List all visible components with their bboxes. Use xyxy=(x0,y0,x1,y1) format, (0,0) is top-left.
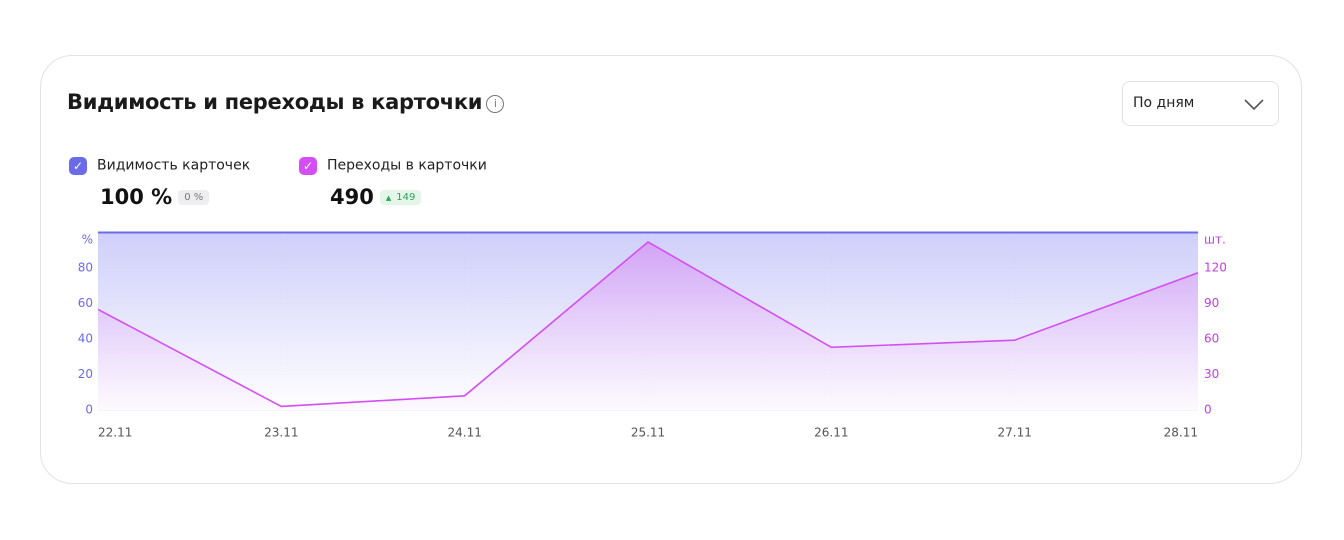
x-tick-label: 24.11 xyxy=(447,426,481,440)
legend-item[interactable]: ✓ Переходы в карточки 490 ▲ 149 xyxy=(299,155,487,209)
y2-tick-label: 30 xyxy=(1204,367,1219,381)
checkbox[interactable]: ✓ xyxy=(299,156,317,175)
title: Видимость и переходы в карточки i xyxy=(67,90,505,114)
x-tick-label: 28.11 xyxy=(1164,426,1198,440)
chevron xyxy=(1244,99,1264,111)
x-tick-label: 23.11 xyxy=(264,426,298,440)
total: 100 % 0 % xyxy=(100,185,210,209)
up-arrow: ▲ xyxy=(385,194,392,202)
info-icon[interactable]: i xyxy=(486,95,505,113)
y2-tick-label: 120 xyxy=(1204,261,1227,275)
total: 490 ▲ 149 xyxy=(330,185,422,209)
line xyxy=(97,240,1199,408)
delta-value: 0 % xyxy=(184,192,204,203)
y-tick-label: 60 xyxy=(78,296,93,310)
y-tick-label: 40 xyxy=(78,332,93,346)
checkbox[interactable]: ✓ xyxy=(69,156,87,175)
x-tick-label: 22.11 xyxy=(98,426,132,440)
title-text: Видимость и переходы в карточки xyxy=(67,90,483,114)
x-tick-label: 27.11 xyxy=(997,426,1031,440)
card xyxy=(40,55,1302,484)
x-tick-label: 26.11 xyxy=(814,426,848,440)
select-label: По дням xyxy=(1133,95,1195,111)
y-tick-label: 20 xyxy=(78,367,93,381)
delta-badge: ▲ 149 xyxy=(379,190,422,205)
period-select[interactable]: По дням xyxy=(1122,81,1279,126)
y-tick-label: 80 xyxy=(78,261,93,275)
x-tick-label: 25.11 xyxy=(631,426,665,440)
legend-label: Видимость карточек xyxy=(97,157,251,174)
area xyxy=(98,241,1198,410)
total-value: 490 xyxy=(330,185,374,209)
legend-label: Переходы в карточки xyxy=(327,157,487,174)
delta-value: 149 xyxy=(396,192,416,203)
y2-tick-label: 0 xyxy=(1204,403,1212,417)
y2-tick-label: 60 xyxy=(1204,332,1219,346)
y2-unit: шт. xyxy=(1204,233,1226,247)
y2-tick-label: 90 xyxy=(1204,296,1219,310)
delta-badge: 0 % xyxy=(178,190,210,205)
legend-item[interactable]: ✓ Видимость карточек 100 % 0 % xyxy=(69,155,251,209)
y-tick-label: 0 xyxy=(85,403,93,417)
total-value: 100 % xyxy=(100,185,173,209)
y-unit: % xyxy=(82,233,93,247)
